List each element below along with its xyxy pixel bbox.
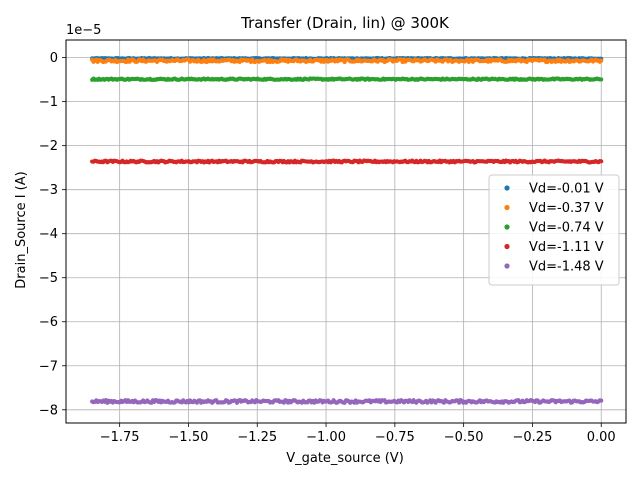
series-3-points <box>90 76 604 82</box>
y-tick-label: −8 <box>39 403 58 418</box>
legend-marker <box>504 185 510 191</box>
data-point <box>599 159 604 164</box>
series-4-points <box>90 158 604 165</box>
x-tick-label: −0.25 <box>513 430 553 445</box>
y-tick-label: −4 <box>39 227 58 242</box>
y-tick-label: −5 <box>39 271 58 286</box>
legend-marker <box>504 263 510 269</box>
x-tick-label: −1.50 <box>169 430 209 445</box>
x-tick-label: −1.00 <box>306 430 346 445</box>
data-point <box>599 77 604 82</box>
x-tick-label: −1.75 <box>100 430 140 445</box>
y-axis-offset-label: 1e−5 <box>66 23 101 38</box>
y-tick-label: −7 <box>39 359 58 374</box>
x-axis-label: V_gate_source (V) <box>286 451 404 466</box>
chart-title: Transfer (Drain, lin) @ 300K <box>240 14 450 32</box>
x-tick-label: −0.50 <box>444 430 484 445</box>
series-5-points <box>90 398 604 405</box>
y-tick-label: 0 <box>50 51 58 66</box>
legend-marker <box>504 224 510 230</box>
y-tick-label: −2 <box>39 139 58 154</box>
plot-frame <box>65 39 627 424</box>
legend-entry-label: Vd=-0.01 V <box>529 182 604 197</box>
x-tick-label: 0.00 <box>587 430 616 445</box>
legend-entry-label: Vd=-1.48 V <box>529 260 604 275</box>
legend-marker <box>504 243 510 250</box>
y-tick-label: −1 <box>39 95 58 110</box>
legend-box <box>488 174 620 286</box>
tick-layer: −1.75 −1.50 −1.25 −1.00 −0.75 −0.50 −0.25 0.00 0… <box>39 51 616 445</box>
y-tick-label: −6 <box>39 315 58 330</box>
data-layer <box>90 55 604 405</box>
legend-marker <box>504 204 510 211</box>
legend-entry-label: Vd=-0.74 V <box>529 221 604 236</box>
legend: Vd=-0.01 V Vd=-0.37 V Vd=-0.74 V Vd=-1.11 V… <box>488 174 620 286</box>
data-point <box>599 58 604 63</box>
y-axis-label: Drain_Source I (A) <box>14 171 29 288</box>
x-tick-label: −0.75 <box>375 430 415 445</box>
legend-entry-label: Vd=-0.37 V <box>529 201 604 216</box>
data-point <box>599 398 604 403</box>
series-2-points <box>90 57 604 65</box>
x-tick-label: −1.25 <box>237 430 277 445</box>
y-tick-label: −3 <box>39 183 58 198</box>
legend-entry-label: Vd=-1.11 V <box>529 240 604 255</box>
